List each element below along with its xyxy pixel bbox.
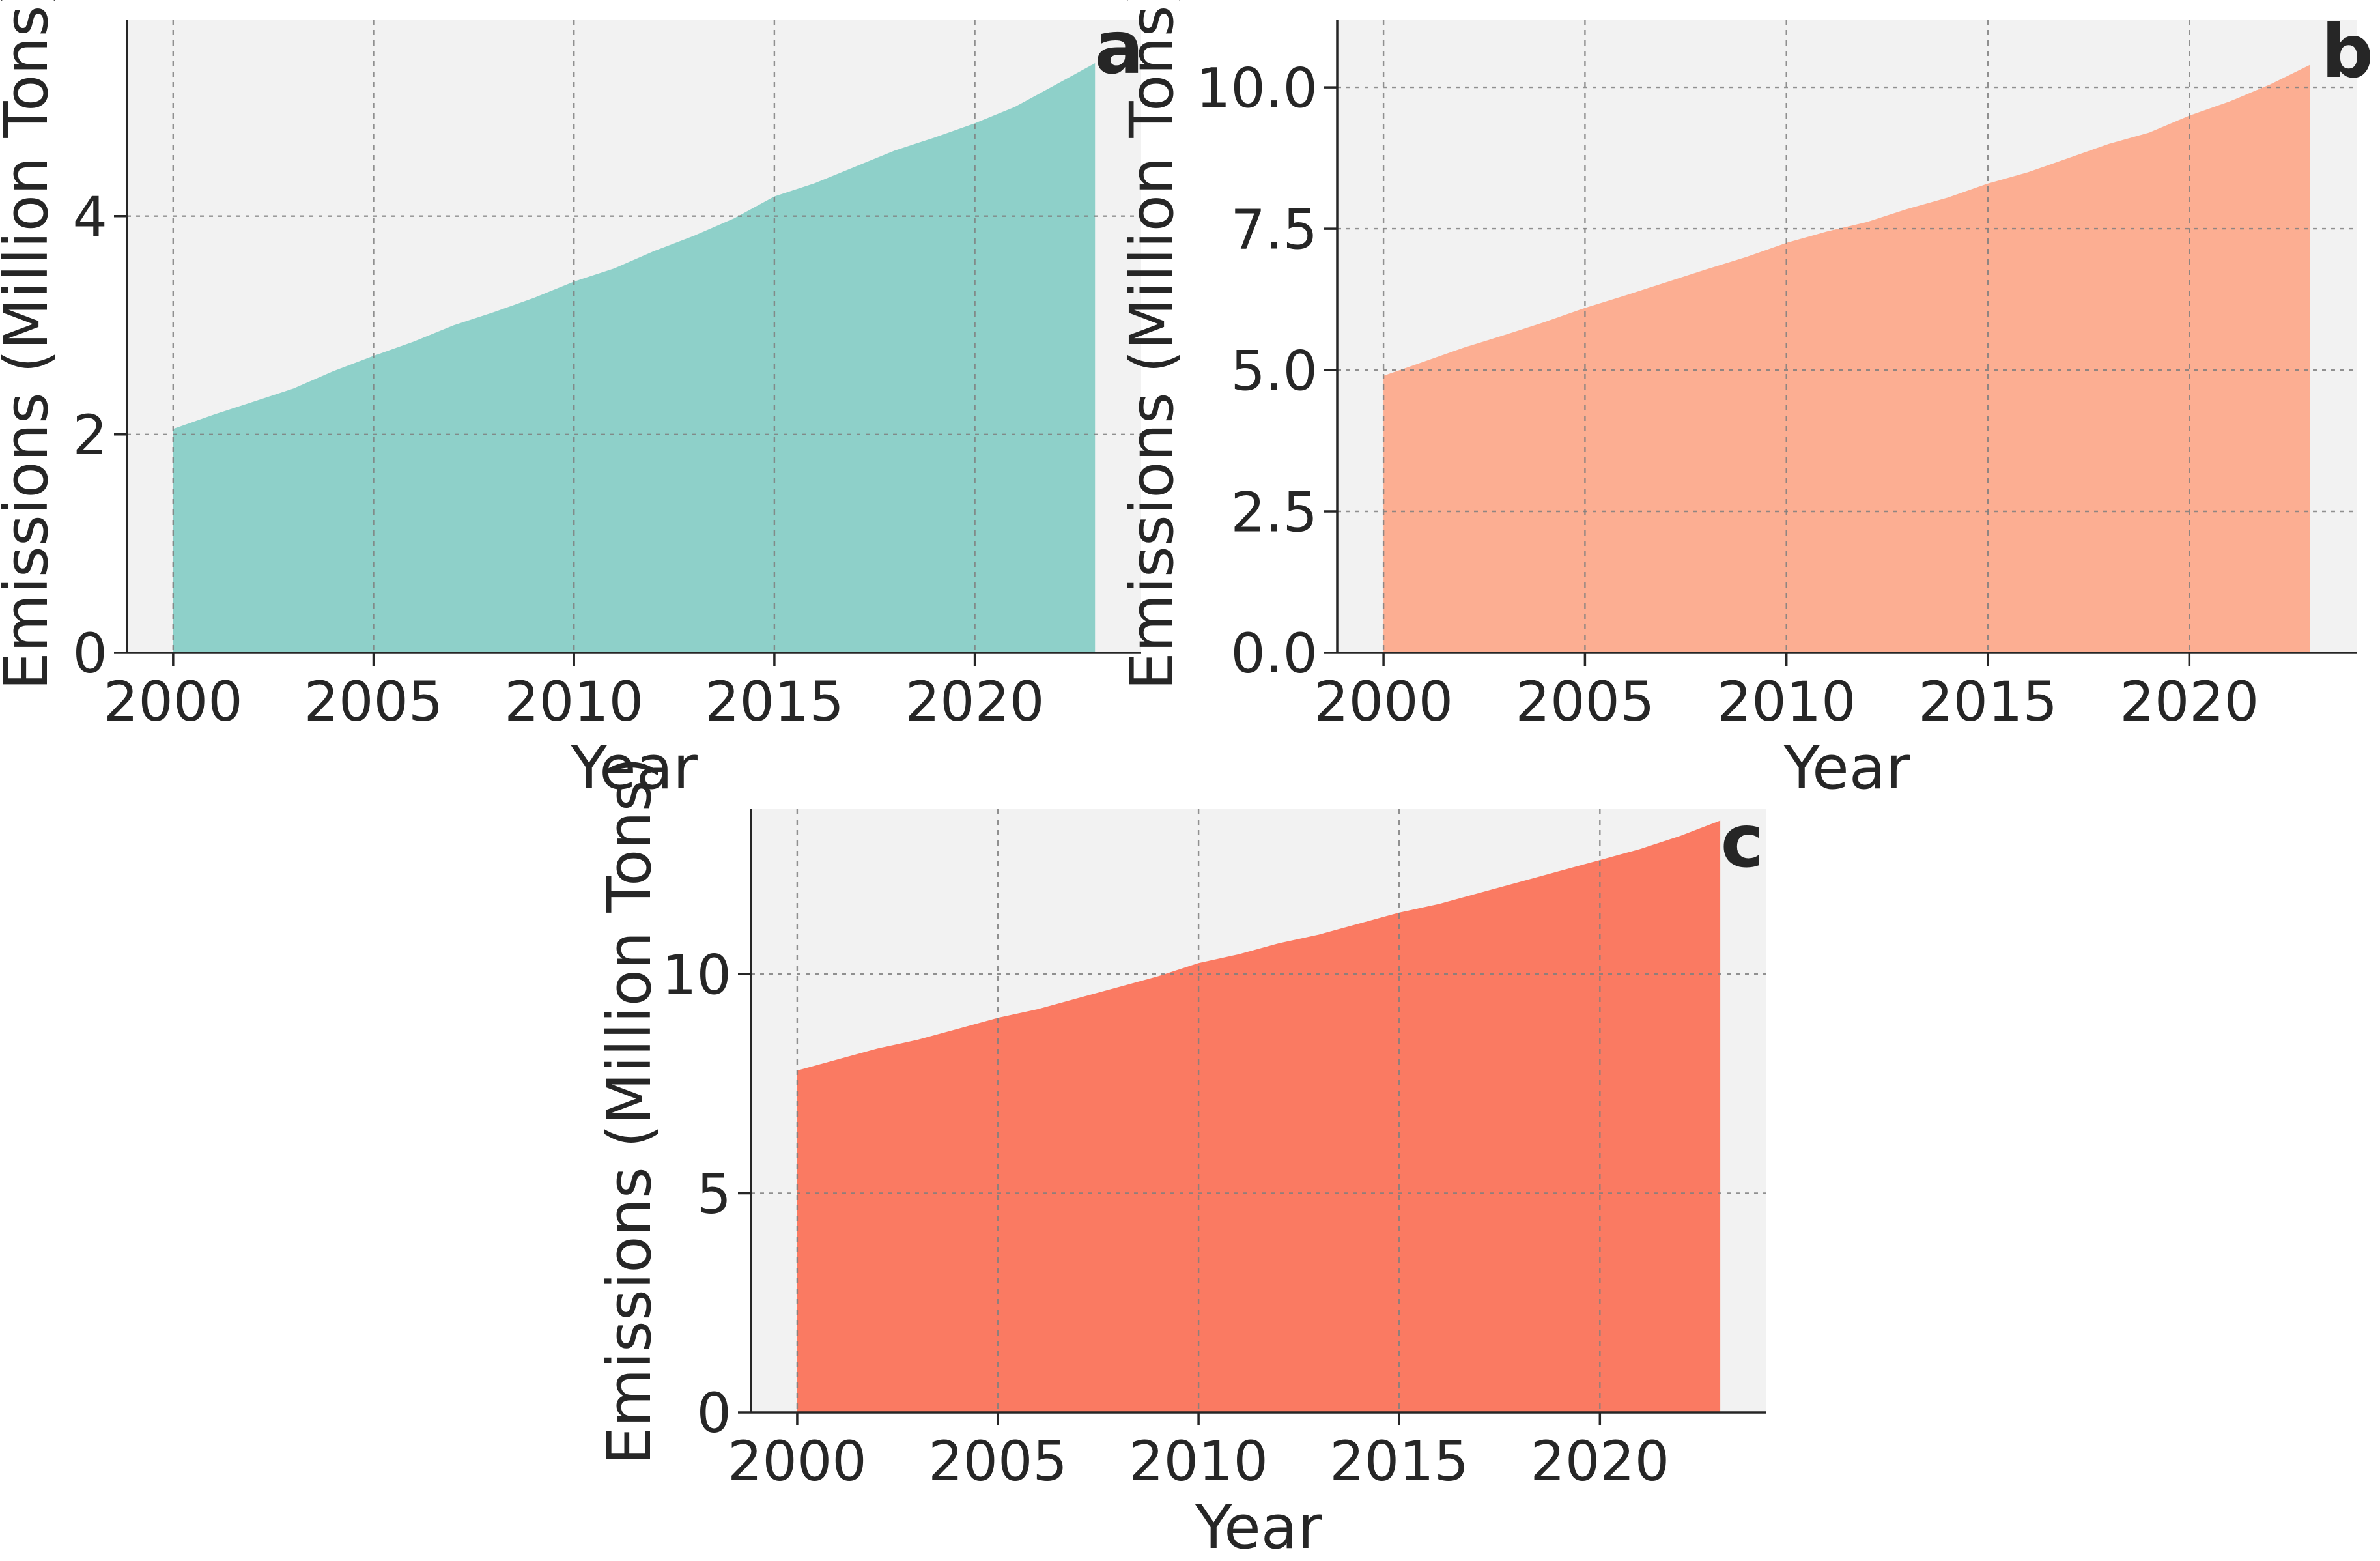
panel-b: 0.0 2.5 5.0 7.5 10.0 2000 2005 2010 2015 2020 Year… [1117, 0, 2373, 803]
panel-c: 0 5 10 2000 2005 2010 2015 2020 Year Emissions (M… [595, 757, 1766, 1561]
area-series-c [797, 820, 1721, 1412]
panel-letter-b: b [2321, 10, 2373, 94]
x-tick-label-b: 2005 [1516, 670, 1655, 734]
y-axis-label-b: Emissions (Million Tons) [1117, 0, 1187, 690]
area-series-a [173, 63, 1096, 653]
x-tick-label-b: 2000 [1314, 670, 1453, 734]
x-tick-label-a: 2015 [705, 670, 844, 734]
y-axis-label-a: Emissions (Million Tons) [0, 0, 61, 690]
y-tick-label-a: 0 [73, 622, 107, 685]
x-axis-label-c: Year [1195, 1493, 1322, 1561]
y-tick-label-a: 2 [73, 403, 107, 467]
x-axis-label-a: Year [570, 733, 698, 803]
x-axis-label-b: Year [1783, 733, 1910, 803]
y-tick-label-a: 4 [73, 185, 107, 249]
x-tick-label-c: 2005 [928, 1429, 1068, 1493]
x-tick-label-c: 2010 [1129, 1429, 1268, 1493]
y-tick-label-c: 5 [697, 1162, 731, 1226]
panel-letter-a: a [1094, 6, 1144, 91]
y-tick-label-c: 0 [697, 1381, 731, 1445]
y-tick-label-c: 10 [662, 943, 731, 1007]
x-tick-label-a: 2005 [304, 670, 444, 734]
panel-a: 0 2 4 2000 2005 2010 2015 2020 Year Emissions (Mi… [0, 0, 1144, 803]
x-tick-label-a: 2020 [905, 670, 1045, 734]
y-tick-label-b: 7.5 [1230, 197, 1318, 261]
x-tick-label-b: 2015 [1918, 670, 2058, 734]
y-tick-label-b: 10.0 [1196, 56, 1318, 120]
x-tick-label-c: 2020 [1530, 1429, 1669, 1493]
x-tick-label-b: 2020 [2119, 670, 2259, 734]
x-tick-label-a: 2010 [504, 670, 644, 734]
x-tick-label-c: 2015 [1329, 1429, 1469, 1493]
area-series-b [1383, 64, 2310, 653]
y-tick-label-b: 5.0 [1230, 339, 1318, 403]
y-axis-label-c: Emissions (Million Tons) [595, 757, 664, 1465]
x-tick-label-a: 2000 [104, 670, 243, 734]
x-tick-label-b: 2010 [1717, 670, 1856, 734]
y-tick-label-b: 0.0 [1230, 622, 1318, 685]
panel-letter-c: c [1721, 799, 1764, 884]
x-tick-label-c: 2000 [728, 1429, 867, 1493]
y-tick-label-b: 2.5 [1230, 480, 1318, 544]
